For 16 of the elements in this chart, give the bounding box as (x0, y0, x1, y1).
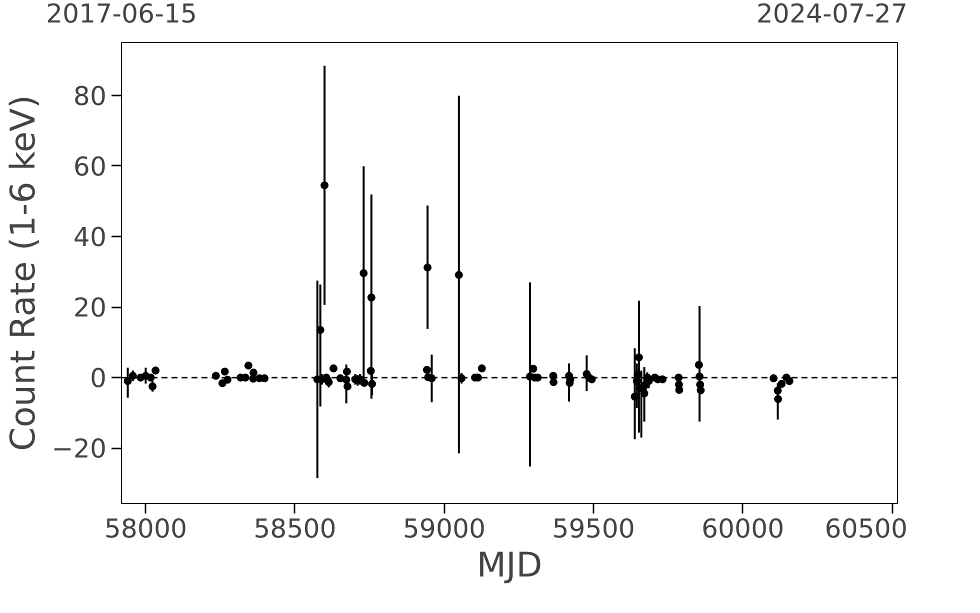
y-axis-title: Count Rate (1-6 keV) (4, 94, 44, 452)
y-tick-label: 20 (73, 294, 107, 324)
x-tick-label: 59000 (402, 514, 486, 544)
y-tick-label: 60 (73, 152, 107, 182)
x-tick-label: 60500 (824, 514, 908, 544)
x-axis-title: MJD (476, 546, 542, 586)
x-tick-label: 59500 (552, 514, 635, 544)
y-tick-label: 80 (73, 82, 107, 112)
y-tick-label: −20 (52, 434, 107, 465)
y-tick-label: 40 (73, 222, 107, 253)
x2-tick-label: 2024-07-27 (756, 0, 908, 30)
x-tick-label: 58500 (254, 514, 336, 544)
x-tick-label: 60000 (701, 514, 784, 544)
x2-tick-label: 2017-06-15 (46, 0, 198, 30)
y-tick-label: 0 (90, 364, 107, 394)
x-tick-label: 58000 (104, 514, 188, 544)
